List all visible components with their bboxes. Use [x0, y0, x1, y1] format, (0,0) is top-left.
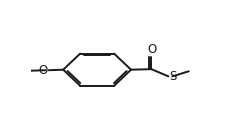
Text: O: O — [39, 64, 48, 77]
Text: S: S — [169, 70, 176, 83]
Text: O: O — [147, 43, 156, 56]
